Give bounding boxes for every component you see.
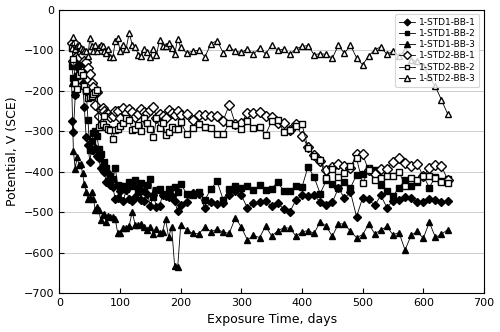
1-STD1-BB-3 xyxy=(426,220,432,224)
1-STD1-BB-1 xyxy=(126,197,132,201)
1-STD1-BB-1 xyxy=(444,200,450,204)
1-STD2-BB-2 xyxy=(123,116,129,120)
1-STD1-BB-2 xyxy=(444,177,450,181)
1-STD2-BB-1 xyxy=(420,174,426,178)
1-STD2-BB-3 xyxy=(126,31,132,35)
1-STD2-BB-3 xyxy=(426,74,432,78)
1-STD1-BB-3 xyxy=(123,226,129,230)
1-STD2-BB-2 xyxy=(366,168,372,172)
1-STD2-BB-3 xyxy=(123,46,129,50)
1-STD1-BB-1 xyxy=(366,198,372,202)
1-STD1-BB-2 xyxy=(68,64,74,68)
1-STD1-BB-2 xyxy=(293,184,299,188)
Line: 1-STD2-BB-1: 1-STD2-BB-1 xyxy=(68,40,451,183)
1-STD2-BB-2 xyxy=(426,174,432,178)
1-STD2-BB-3 xyxy=(90,49,96,53)
1-STD2-BB-1 xyxy=(366,168,372,172)
Line: 1-STD1-BB-2: 1-STD1-BB-2 xyxy=(69,58,450,203)
1-STD2-BB-2 xyxy=(281,130,287,134)
1-STD2-BB-1 xyxy=(68,41,74,45)
1-STD2-BB-3 xyxy=(372,48,378,52)
1-STD2-BB-1 xyxy=(123,111,129,115)
1-STD2-BB-1 xyxy=(90,85,96,89)
Line: 1-STD2-BB-3: 1-STD2-BB-3 xyxy=(68,30,451,117)
1-STD2-BB-2 xyxy=(90,92,96,96)
1-STD2-BB-3 xyxy=(287,52,293,56)
1-STD1-BB-2 xyxy=(92,129,98,133)
1-STD2-BB-2 xyxy=(444,181,450,185)
1-STD2-BB-3 xyxy=(444,112,450,116)
Line: 1-STD2-BB-2: 1-STD2-BB-2 xyxy=(69,45,450,189)
1-STD1-BB-3 xyxy=(68,81,74,85)
1-STD2-BB-3 xyxy=(68,46,74,50)
1-STD1-BB-3 xyxy=(90,197,96,201)
1-STD1-BB-1 xyxy=(78,57,84,61)
1-STD1-BB-2 xyxy=(366,166,372,170)
1-STD1-BB-1 xyxy=(92,146,98,150)
1-STD2-BB-1 xyxy=(444,178,450,182)
1-STD2-BB-2 xyxy=(354,156,360,160)
1-STD1-BB-2 xyxy=(126,180,132,184)
1-STD2-BB-2 xyxy=(68,45,74,49)
1-STD2-BB-3 xyxy=(360,63,366,67)
1-STD1-BB-3 xyxy=(444,228,450,232)
Legend: 1-STD1-BB-1, 1-STD1-BB-2, 1-STD1-BB-3, 1-STD2-BB-1, 1-STD2-BB-2, 1-STD2-BB-3: 1-STD1-BB-1, 1-STD1-BB-2, 1-STD1-BB-3, 1… xyxy=(396,14,479,87)
1-STD1-BB-3 xyxy=(360,233,366,237)
1-STD1-BB-2 xyxy=(378,183,384,187)
1-STD1-BB-2 xyxy=(80,59,86,63)
1-STD2-BB-2 xyxy=(402,184,408,188)
1-STD1-BB-3 xyxy=(287,226,293,230)
1-STD1-BB-1 xyxy=(354,215,360,219)
1-STD1-BB-2 xyxy=(202,198,208,202)
Line: 1-STD1-BB-1: 1-STD1-BB-1 xyxy=(69,56,450,219)
1-STD1-BB-1 xyxy=(432,198,438,202)
Line: 1-STD1-BB-3: 1-STD1-BB-3 xyxy=(68,80,451,271)
1-STD1-BB-3 xyxy=(372,232,378,236)
1-STD1-BB-1 xyxy=(287,210,293,214)
1-STD2-BB-1 xyxy=(354,152,360,156)
1-STD1-BB-1 xyxy=(378,194,384,198)
1-STD2-BB-1 xyxy=(281,121,287,124)
1-STD1-BB-2 xyxy=(432,175,438,179)
1-STD1-BB-1 xyxy=(68,119,74,123)
1-STD1-BB-3 xyxy=(174,265,180,269)
X-axis label: Exposure Time, days: Exposure Time, days xyxy=(206,313,336,326)
Y-axis label: Potential, V (SCE): Potential, V (SCE) xyxy=(6,97,18,206)
